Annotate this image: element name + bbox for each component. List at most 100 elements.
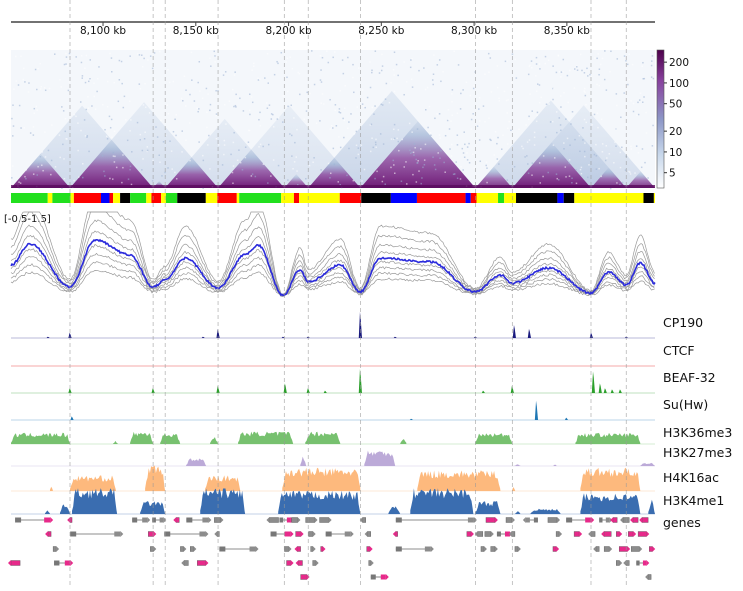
hic-texture-pixel — [473, 84, 475, 87]
hic-texture-pixel — [223, 139, 226, 142]
gene-strand-arrow — [556, 546, 560, 552]
gene-strand-arrow — [511, 517, 515, 523]
hic-texture-pixel — [431, 79, 434, 81]
hic-texture-pixel — [110, 57, 113, 59]
hic-texture-pixel — [209, 168, 211, 170]
gene-strand-arrow — [297, 517, 301, 523]
hic-texture-pixel — [584, 142, 586, 144]
hic-texture-pixel — [174, 171, 176, 174]
hic-texture-pixel — [555, 71, 558, 74]
gene-exon — [395, 531, 398, 537]
insulation-replicate-line — [10, 244, 655, 296]
chromatin-state-segment — [281, 193, 294, 203]
hic-texture-pixel — [448, 128, 451, 130]
gene-strand-arrow — [601, 531, 605, 537]
hic-texture-pixel — [651, 145, 654, 147]
hic-texture-pixel — [142, 158, 144, 160]
hic-texture-pixel — [289, 56, 291, 59]
colorbar-tick-label: 20 — [669, 126, 682, 138]
track-h3k36me3: H3K36me3 — [11, 425, 732, 445]
hic-texture-pixel — [382, 175, 385, 178]
hic-texture-pixel — [628, 170, 630, 173]
hic-texture-pixel — [103, 170, 105, 173]
hic-texture-pixel — [154, 78, 156, 81]
hic-texture-pixel — [308, 72, 311, 75]
hic-texture-pixel — [122, 154, 124, 156]
hic-texture-pixel — [548, 103, 550, 105]
gene — [599, 517, 613, 523]
hic-texture-pixel — [472, 153, 474, 156]
hic-texture-pixel — [292, 167, 294, 170]
gene-strand-arrow — [314, 517, 318, 523]
hic-texture-pixel — [342, 117, 344, 120]
hic-texture-pixel — [320, 169, 322, 171]
hic-texture-pixel — [108, 115, 111, 118]
axis-tick-label: 8,100 kb — [80, 25, 126, 37]
hic-texture-pixel — [603, 78, 606, 81]
hic-texture-pixel — [453, 50, 455, 53]
hic-texture-pixel — [451, 101, 453, 103]
hic-texture-pixel — [112, 151, 115, 154]
hic-texture-pixel — [206, 111, 208, 113]
gene-strand-arrow — [322, 546, 326, 552]
hic-texture-pixel — [18, 104, 21, 107]
hic-texture-pixel — [48, 87, 51, 90]
hic-texture-pixel — [81, 75, 84, 77]
hic-texture-pixel — [172, 130, 175, 133]
hic-texture-pixel — [390, 81, 392, 84]
chromatin-states-track — [11, 193, 655, 203]
hic-texture-pixel — [197, 110, 199, 113]
hic-texture-pixel — [85, 54, 88, 57]
gene-exon — [380, 574, 386, 580]
hic-texture-pixel — [11, 117, 13, 120]
hic-texture-pixel — [498, 100, 501, 102]
gene-exon — [603, 531, 612, 537]
hic-texture-pixel — [502, 134, 504, 136]
hic-texture-pixel — [533, 144, 536, 146]
hic-texture-pixel — [637, 113, 640, 116]
hic-texture-pixel — [131, 151, 133, 153]
hic-texture-pixel — [339, 112, 342, 114]
hic-texture-pixel — [225, 123, 227, 125]
hic-texture-pixel — [645, 132, 648, 134]
hic-texture-pixel — [588, 164, 590, 166]
hic-texture-pixel — [151, 67, 154, 70]
hic-texture-pixel — [552, 144, 555, 146]
track-h3k4me1: H3K4me1 — [11, 488, 724, 515]
hic-texture-pixel — [236, 159, 239, 162]
chromatin-state-segment — [217, 193, 237, 203]
hic-domain-triangle — [308, 157, 361, 188]
chromatin-state-segment — [516, 193, 558, 203]
gene-strand-arrow — [56, 546, 60, 552]
signal-block — [238, 431, 294, 444]
gene — [616, 560, 623, 566]
hic-texture-pixel — [374, 50, 377, 52]
chromatin-state-segment — [177, 193, 206, 203]
gene — [325, 531, 354, 537]
hic-texture-pixel — [583, 72, 586, 74]
hic-texture-pixel — [32, 134, 35, 136]
hic-texture-pixel — [32, 173, 35, 175]
gene-strand-arrow — [633, 531, 637, 537]
hic-texture-pixel — [438, 59, 441, 61]
hic-texture-pixel — [120, 60, 123, 63]
hic-texture-pixel — [320, 102, 323, 104]
hic-texture-pixel — [73, 113, 76, 116]
hic-texture-pixel — [239, 97, 241, 100]
chromatin-state-segment — [239, 193, 282, 203]
hic-texture-pixel — [338, 111, 340, 113]
hic-texture-pixel — [129, 165, 132, 168]
hic-texture-pixel — [400, 180, 403, 183]
gene-exon — [632, 517, 639, 523]
hic-texture-pixel — [281, 121, 284, 123]
gene — [214, 517, 224, 523]
insulation-mean-line — [10, 238, 656, 297]
hic-texture-pixel — [466, 152, 468, 154]
gene-exon — [613, 517, 618, 523]
hic-texture-pixel — [258, 146, 260, 148]
hic-texture-pixel — [473, 167, 476, 169]
gene-exon — [295, 531, 301, 537]
gene-exon — [15, 517, 22, 523]
hic-texture-pixel — [530, 66, 533, 69]
hic-texture-pixel — [250, 175, 253, 177]
